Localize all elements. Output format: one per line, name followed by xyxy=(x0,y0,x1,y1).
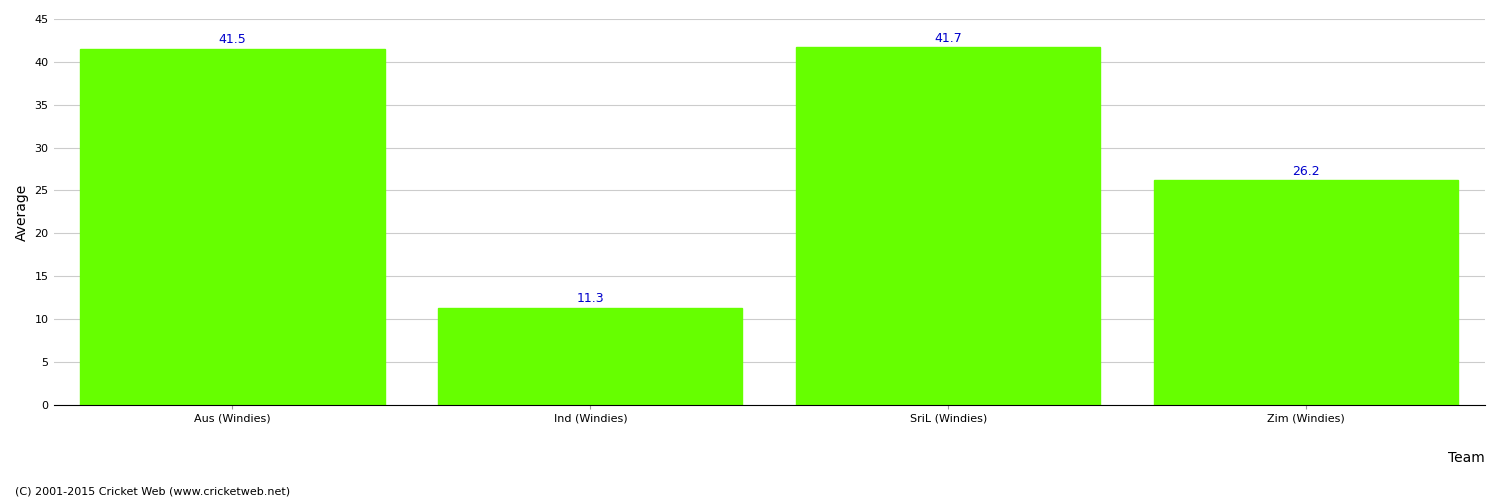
Text: 11.3: 11.3 xyxy=(576,292,604,306)
Text: 26.2: 26.2 xyxy=(1293,164,1320,177)
Text: 41.5: 41.5 xyxy=(219,34,246,46)
Text: (C) 2001-2015 Cricket Web (www.cricketweb.net): (C) 2001-2015 Cricket Web (www.cricketwe… xyxy=(15,487,290,497)
Bar xyxy=(81,49,384,405)
Y-axis label: Average: Average xyxy=(15,184,28,240)
Bar xyxy=(1154,180,1458,405)
Text: Team: Team xyxy=(1448,451,1485,465)
Bar xyxy=(796,48,1101,405)
Text: 41.7: 41.7 xyxy=(934,32,962,44)
Bar xyxy=(438,308,742,405)
